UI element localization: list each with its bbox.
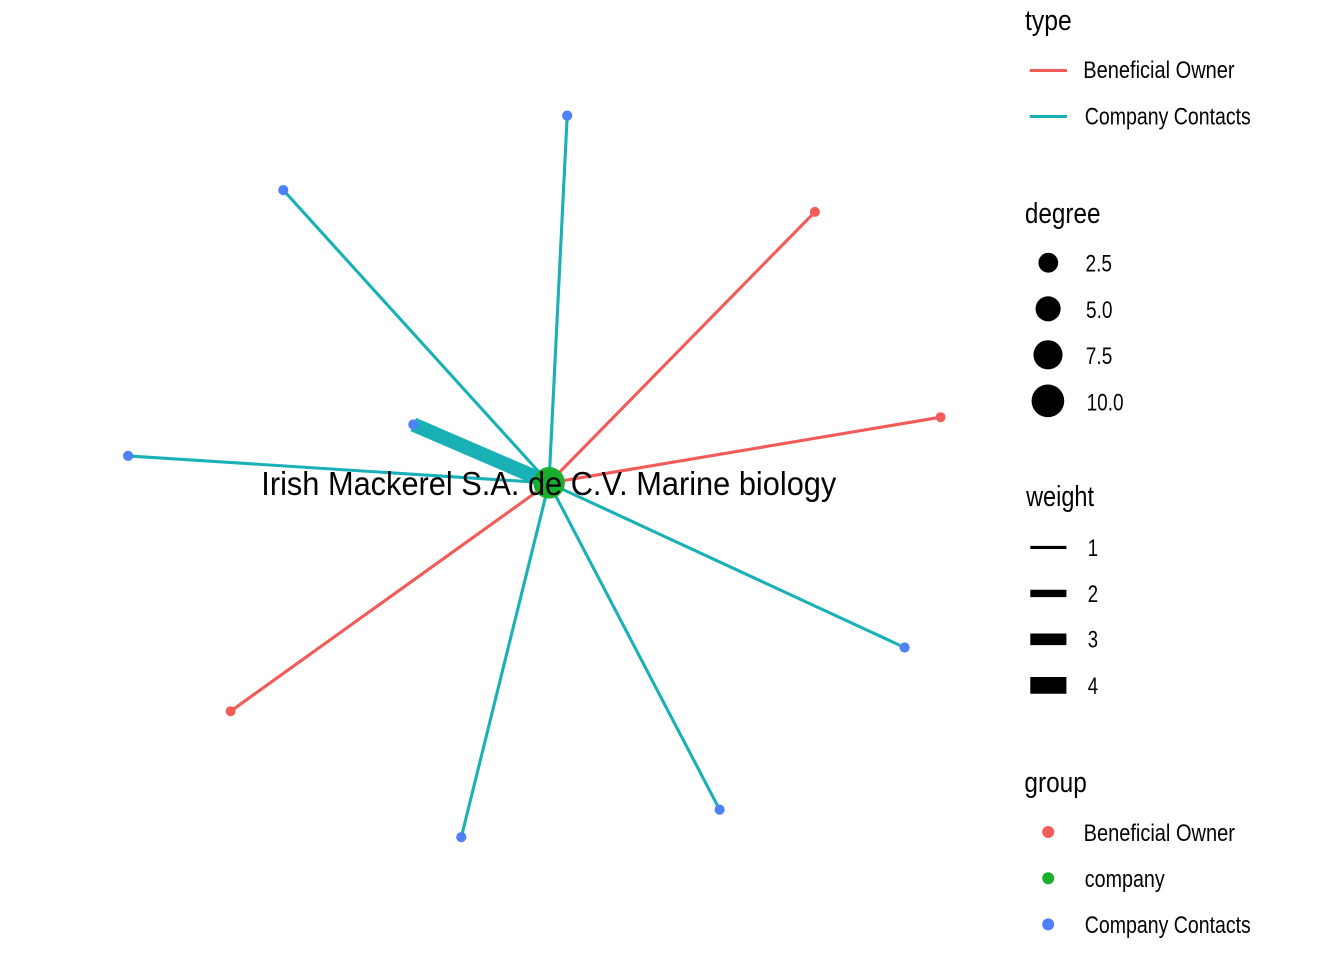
svg-text:2: 2 xyxy=(1088,581,1098,608)
svg-text:1: 1 xyxy=(1088,535,1098,562)
svg-text:group: group xyxy=(1024,767,1086,799)
svg-text:degree: degree xyxy=(1025,198,1101,230)
svg-text:10.0: 10.0 xyxy=(1087,389,1124,416)
svg-text:Beneficial Owner: Beneficial Owner xyxy=(1084,820,1235,847)
svg-text:3: 3 xyxy=(1088,627,1098,654)
svg-text:type: type xyxy=(1025,5,1072,37)
svg-text:5.0: 5.0 xyxy=(1086,297,1113,324)
svg-text:4: 4 xyxy=(1088,673,1098,700)
svg-text:Company Contacts: Company Contacts xyxy=(1085,912,1251,939)
svg-text:Beneficial Owner: Beneficial Owner xyxy=(1083,57,1234,84)
svg-text:company: company xyxy=(1085,866,1165,893)
svg-text:Irish Mackerel S.A. de C.V. Ma: Irish Mackerel S.A. de C.V. Marine biolo… xyxy=(261,466,836,503)
svg-text:7.5: 7.5 xyxy=(1086,343,1113,370)
svg-text:weight: weight xyxy=(1025,481,1094,513)
svg-text:Company Contacts: Company Contacts xyxy=(1085,103,1251,130)
svg-text:2.5: 2.5 xyxy=(1086,251,1113,278)
